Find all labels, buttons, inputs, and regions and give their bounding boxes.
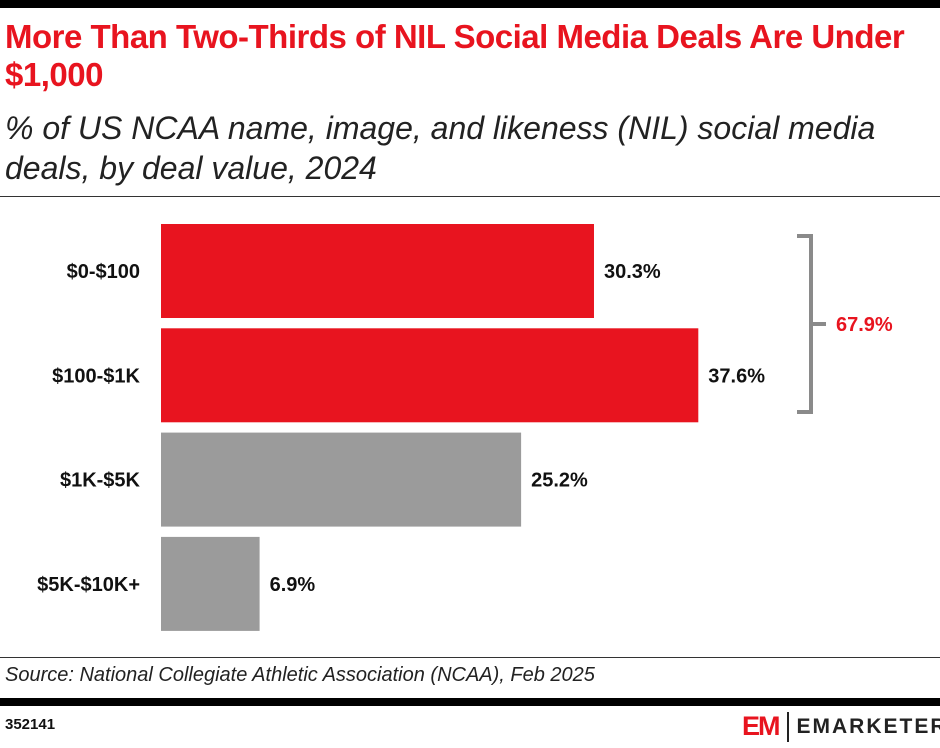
bar-1 (161, 328, 699, 423)
category-label-1: $100-$1K (52, 365, 140, 387)
bar-3 (161, 536, 260, 631)
bracket-total-label: 67.9% (836, 314, 893, 336)
data-label-0: 30.3% (604, 261, 661, 283)
chart-subtitle: % of US NCAA name, image, and likeness (… (5, 110, 876, 186)
bar-2 (161, 432, 522, 527)
chart-title: More Than Two-Thirds of NIL Social Media… (5, 18, 905, 93)
bracket (797, 234, 826, 414)
footer-divider (0, 657, 940, 658)
bottom-bar (0, 698, 940, 706)
data-label-3: 6.9% (270, 574, 316, 596)
category-label-3: $5K-$10K+ (37, 574, 140, 596)
header-divider (0, 196, 940, 197)
data-label-1: 37.6% (708, 365, 765, 387)
category-label-2: $1K-$5K (60, 470, 141, 492)
logo-mark: EM (742, 711, 780, 741)
source-note: Source: National Collegiate Athletic Ass… (5, 664, 595, 686)
bar-0 (161, 224, 594, 318)
category-label-0: $0-$100 (67, 261, 140, 283)
top-bar (0, 0, 940, 8)
logo-separator (786, 711, 789, 742)
bar-chart: $0-$100 30.3% $100-$1K 37.6% $1K-$5K 25.2% $5K… (37, 224, 893, 631)
data-label-2: 25.2% (531, 470, 588, 492)
logo-word: EMARKETER (796, 714, 940, 738)
emarketer-logo: EM EMARKETER (742, 711, 940, 742)
chart-id: 352141 (5, 716, 56, 733)
